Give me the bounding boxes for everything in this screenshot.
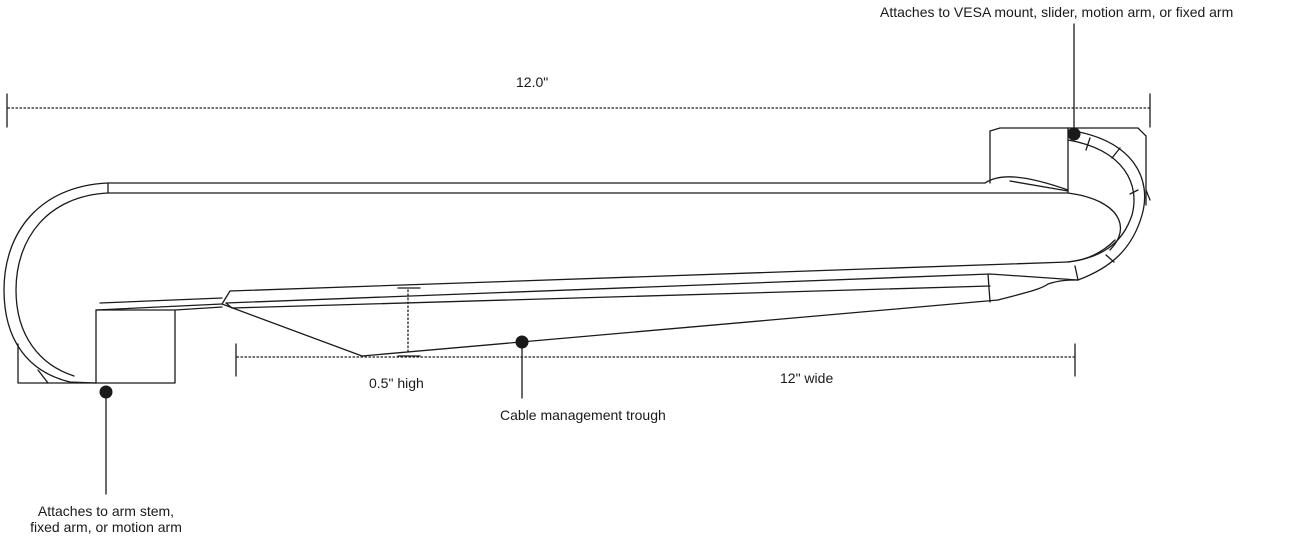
left-curve-body [3, 182, 109, 384]
bottom-mount-callout-label: Attaches to arm stem, fixed arm, or moti… [18, 503, 194, 535]
cable-trough-body [221, 261, 1079, 357]
callout-bottom-mount [99, 385, 113, 495]
right-mount-block [989, 127, 1151, 281]
bottom-mount-callout-line2: fixed arm, or motion arm [30, 519, 182, 535]
trough-width-label: 12" wide [780, 370, 834, 386]
trough-height-dimension [397, 287, 421, 357]
callout-top-mount [1067, 23, 1081, 141]
callout-dot [99, 385, 113, 399]
top-mount-callout-label: Attaches to VESA mount, slider, motion a… [880, 4, 1234, 20]
callout-dot [515, 335, 529, 349]
trough-width-dimension [235, 343, 1076, 377]
callout-trough [515, 335, 529, 399]
upper-arm-beam [107, 176, 1069, 194]
overall-length-dimension [6, 93, 1151, 128]
left-mount-block [95, 297, 223, 384]
trough-callout-label: Cable management trough [500, 407, 666, 423]
bottom-mount-callout-line1: Attaches to arm stem, [37, 503, 175, 519]
callout-dot [1067, 127, 1081, 141]
trough-height-label: 0.5" high [369, 375, 424, 391]
overall-length-label: 12.0" [516, 74, 549, 90]
